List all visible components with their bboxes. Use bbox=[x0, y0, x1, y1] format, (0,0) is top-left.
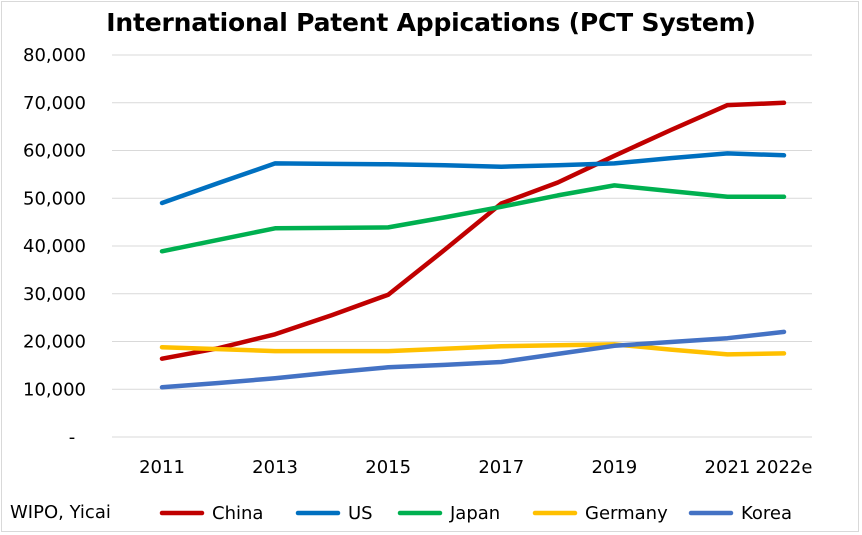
y-tick-label: 10,000 bbox=[23, 379, 86, 400]
y-tick-label: 70,000 bbox=[23, 93, 86, 114]
series-line-china bbox=[159, 100, 787, 361]
series-line-germany bbox=[159, 342, 787, 357]
x-tick-label: 2011 bbox=[139, 457, 185, 478]
series-line-us bbox=[159, 151, 787, 206]
legend-label-china: China bbox=[212, 503, 263, 524]
x-tick-label: 2017 bbox=[478, 457, 524, 478]
y-tick-label: 20,000 bbox=[23, 332, 86, 353]
x-tick-label: 2022e bbox=[756, 457, 813, 478]
chart-title: International Patent Appications (PCT Sy… bbox=[106, 8, 756, 37]
y-tick-label: 40,000 bbox=[23, 236, 86, 257]
x-tick-label: 2019 bbox=[591, 457, 637, 478]
source-note: WIPO, Yicai bbox=[10, 502, 111, 523]
y-tick-label: 60,000 bbox=[23, 141, 86, 162]
y-tick-label: 30,000 bbox=[23, 284, 86, 305]
y-tick-label: 80,000 bbox=[23, 45, 86, 66]
legend-label-germany: Germany bbox=[585, 503, 668, 524]
x-tick-label: 2021 bbox=[705, 457, 751, 478]
series-line-japan bbox=[159, 183, 787, 254]
legend-label-korea: Korea bbox=[741, 503, 792, 524]
y-tick-label: - bbox=[69, 427, 76, 448]
legend-label-japan: Japan bbox=[449, 503, 500, 524]
series-line-korea bbox=[159, 329, 787, 390]
x-tick-label: 2015 bbox=[365, 457, 411, 478]
y-tick-label: 50,000 bbox=[23, 188, 86, 209]
legend-label-us: US bbox=[348, 503, 373, 524]
x-tick-label: 2013 bbox=[252, 457, 298, 478]
